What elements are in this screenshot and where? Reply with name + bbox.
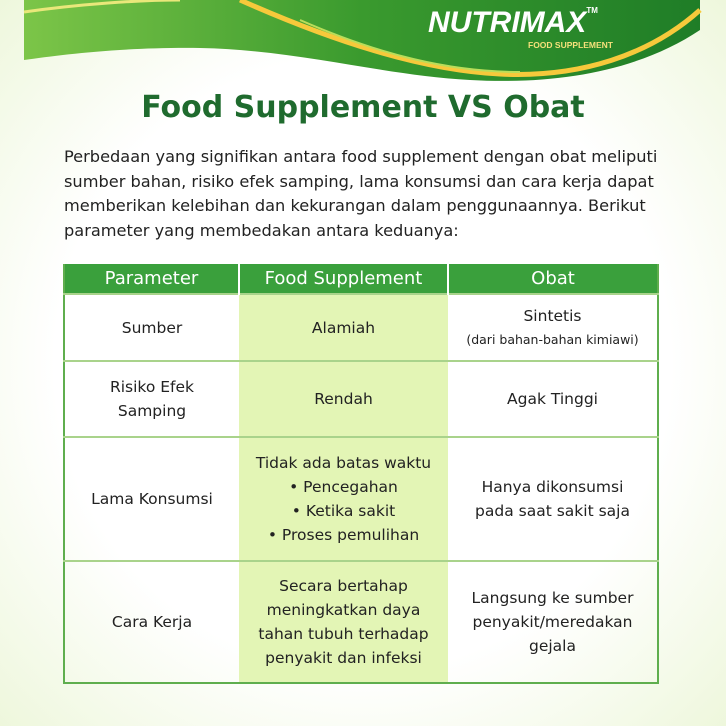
cell-obat: Agak Tinggi: [448, 360, 658, 437]
cell-supplement: Tidak ada batas waktu • Pencegahan • Ket…: [239, 436, 448, 561]
cell-obat: Sintetis (dari bahan-bahan kimiawi): [448, 293, 658, 361]
cell-supplement: Secara bertahap meningkatkan daya tahan …: [239, 560, 448, 683]
comparison-table: Parameter Food Supplement Obat Sumber Al…: [63, 264, 659, 684]
cell-supplement: Rendah: [239, 360, 448, 437]
header-obat: Obat: [447, 264, 658, 294]
cell-obat: Langsung ke sumber penyakit/meredakan ge…: [448, 560, 658, 683]
list-item: • Proses pemulihan: [267, 526, 420, 544]
obat-text: Langsung ke sumber penyakit/meredakan ge…: [471, 589, 634, 655]
page-title: Food Supplement VS Obat: [141, 90, 585, 125]
table-row: Lama Konsumsi Tidak ada batas waktu • Pe…: [64, 436, 658, 561]
list-item: • Pencegahan: [289, 478, 398, 496]
brand-tagline: FOOD SUPPLEMENT: [528, 40, 614, 50]
cell-parameter: Cara Kerja: [64, 560, 239, 683]
cell-obat: Hanya dikonsumsi pada saat sakit saja: [448, 436, 658, 561]
cell-supplement: Alamiah: [239, 293, 448, 361]
parameter-text: Risiko Efek Samping: [109, 378, 195, 420]
brand-logo: NUTRIMAXTM: [428, 6, 598, 39]
header-parameter: Parameter: [64, 264, 239, 294]
cell-parameter: Sumber: [64, 293, 239, 361]
obat-value: Sintetis: [523, 306, 582, 325]
supplement-text: Secara bertahap meningkatkan daya tahan …: [258, 577, 429, 667]
supplement-text: Tidak ada batas waktu: [255, 454, 432, 472]
obat-note: (dari bahan-bahan kimiawi): [466, 331, 639, 347]
obat-text: Hanya dikonsumsi pada saat sakit saja: [475, 478, 630, 520]
header-food-supplement: Food Supplement: [238, 264, 448, 294]
table-header: Parameter Food Supplement Obat: [64, 264, 658, 294]
cell-parameter: Risiko Efek Samping: [64, 360, 239, 437]
intro-paragraph: Perbedaan yang signifikan antara food su…: [64, 147, 658, 240]
header-banner: [23, 0, 702, 81]
table-row: Cara Kerja Secara bertahap meningkatkan …: [64, 560, 658, 683]
list-item: • Ketika sakit: [291, 502, 396, 520]
cell-parameter: Lama Konsumsi: [64, 436, 239, 561]
table-row: Sumber Alamiah Sintetis (dari bahan-bahan…: [64, 293, 658, 361]
table-row: Risiko Efek Samping Rendah Agak Tinggi: [64, 360, 658, 437]
